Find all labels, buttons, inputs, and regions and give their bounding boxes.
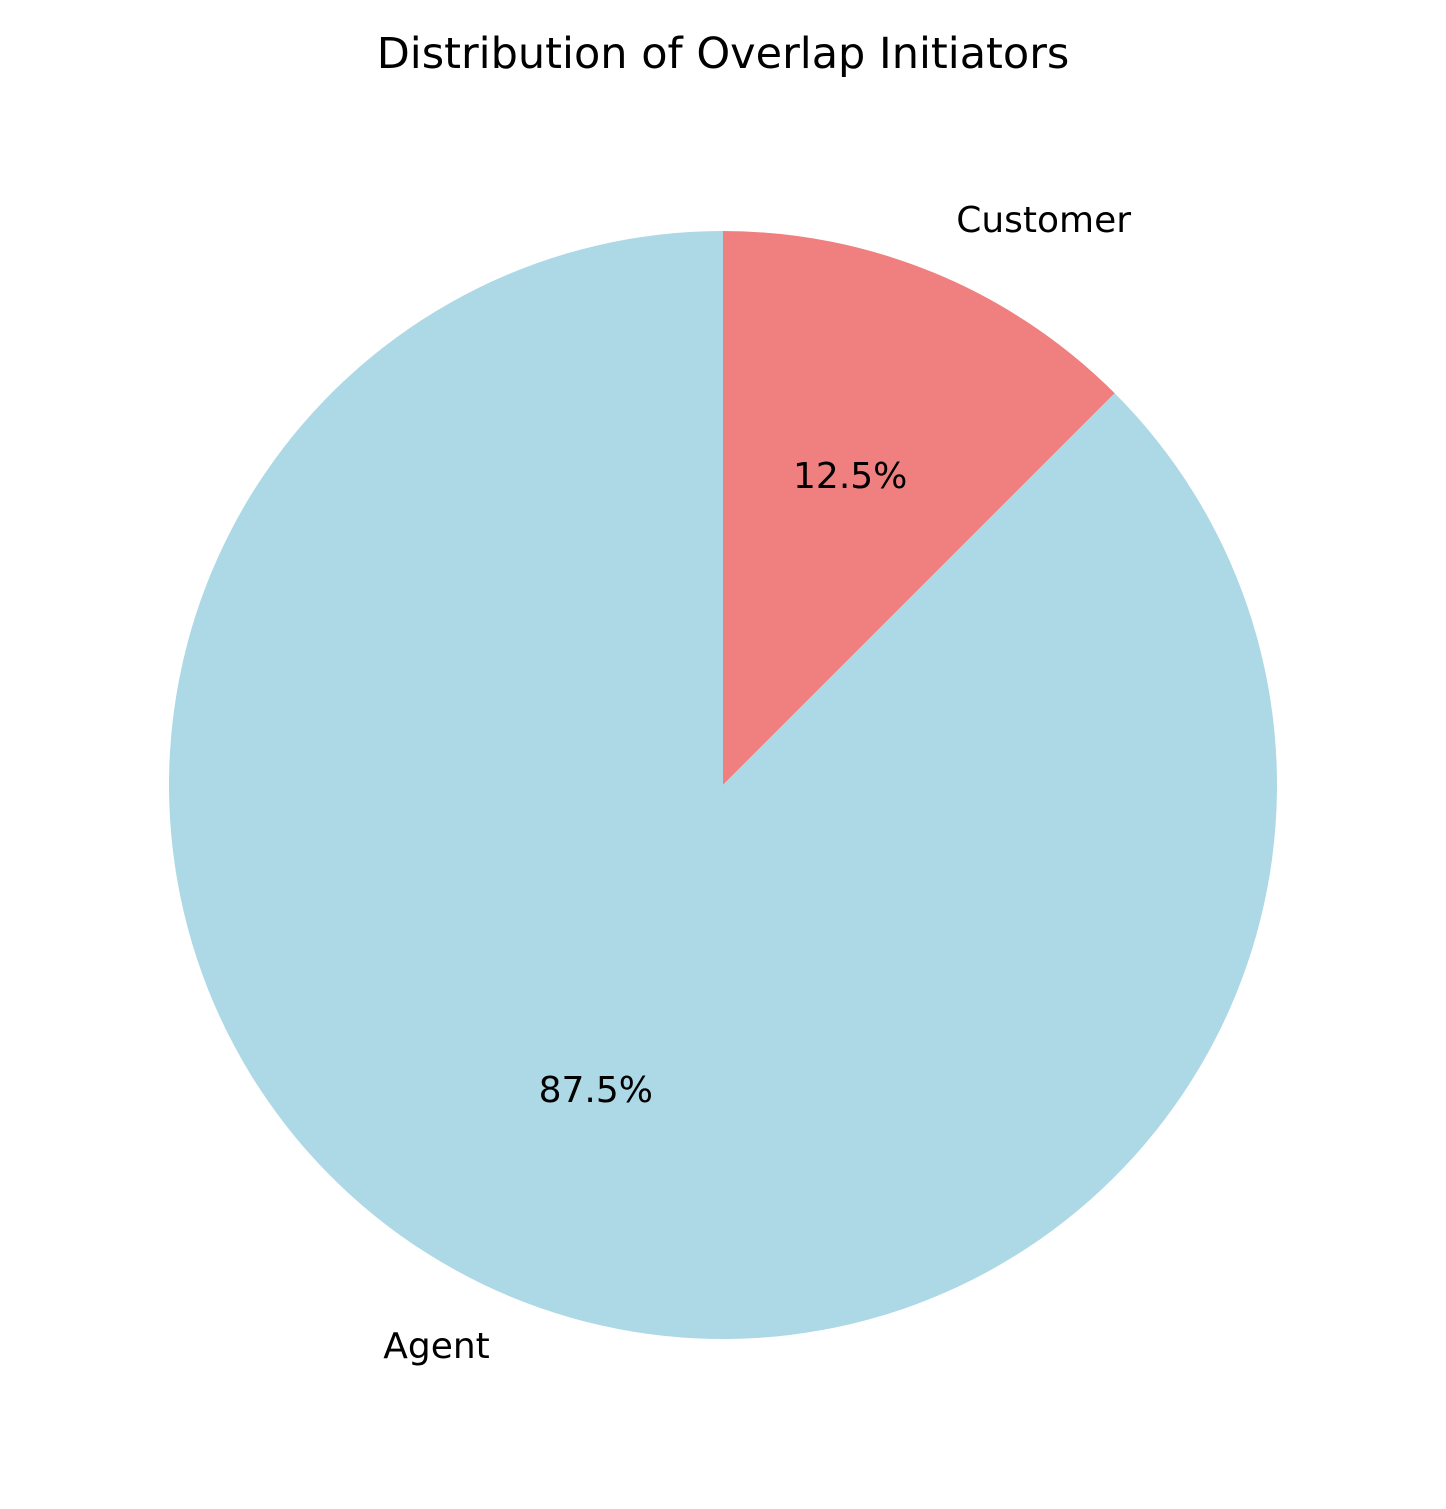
category-label-customer: Customer xyxy=(956,200,1131,241)
percent-label-customer: 12.5% xyxy=(793,456,907,497)
percent-label-agent: 87.5% xyxy=(539,1070,653,1111)
pie-labels: Customer 12.5% Agent 87.5% xyxy=(383,200,1131,1367)
chart-title: Distribution of Overlap Initiators xyxy=(377,29,1070,79)
pie-slice-customer xyxy=(723,231,1115,785)
pie-slice-agent xyxy=(168,231,1277,1339)
category-label-agent: Agent xyxy=(383,1326,490,1367)
pie-slices xyxy=(168,231,1277,1339)
